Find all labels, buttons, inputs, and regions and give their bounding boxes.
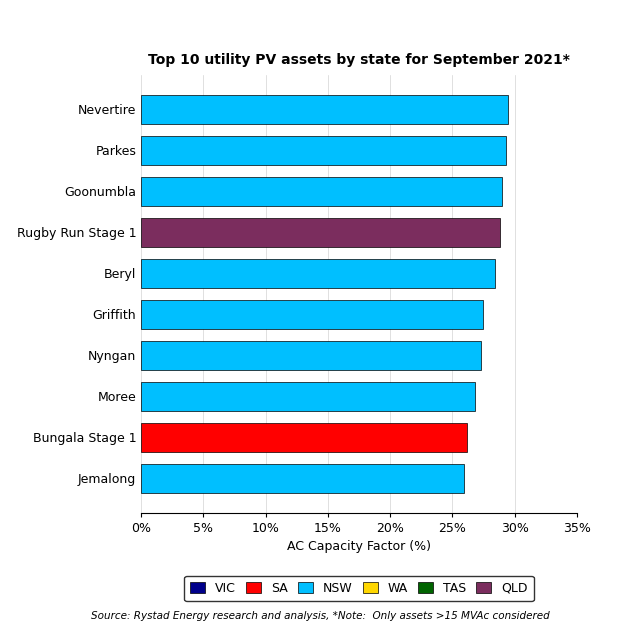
Legend: VIC, SA, NSW, WA, TAS, QLD: VIC, SA, NSW, WA, TAS, QLD: [184, 576, 534, 601]
Bar: [141, 464, 463, 492]
Bar: [141, 95, 508, 124]
X-axis label: AC Capacity Factor (%): AC Capacity Factor (%): [287, 540, 431, 553]
Bar: [141, 218, 500, 247]
Bar: [141, 259, 495, 288]
Bar: [141, 341, 481, 369]
Bar: [141, 136, 506, 164]
Bar: [141, 382, 475, 411]
Text: Source: Rystad Energy research and analysis, *Note:  Only assets >15 MVAc consid: Source: Rystad Energy research and analy…: [91, 611, 550, 621]
Bar: [141, 423, 467, 452]
Bar: [141, 300, 483, 329]
Title: Top 10 utility PV assets by state for September 2021*: Top 10 utility PV assets by state for Se…: [148, 53, 570, 67]
Bar: [141, 177, 502, 206]
